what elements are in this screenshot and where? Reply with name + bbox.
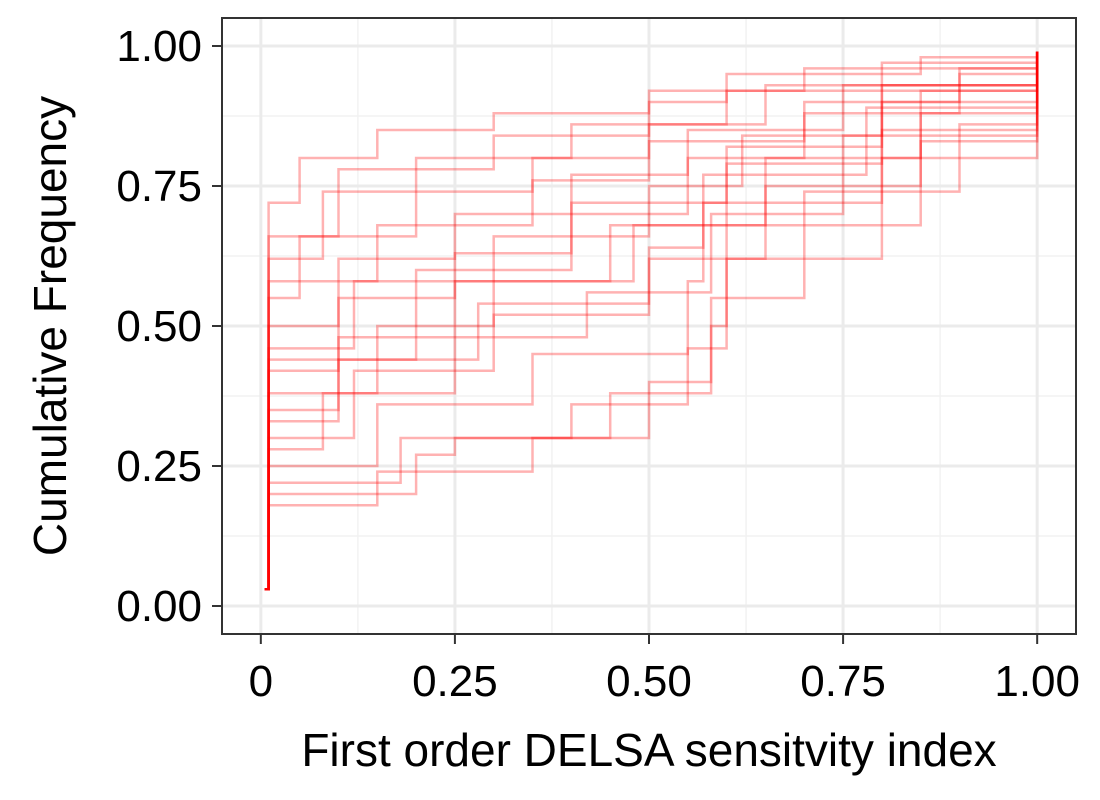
series-layer [264,51,1039,591]
ecdf-series-line [264,51,1039,591]
ecdf-series-line [264,51,1039,591]
ecdf-series-line [264,51,1039,591]
y-tick-label: 1.00 [116,22,202,71]
ecdf-series-line [264,51,1039,591]
ticks-layer: 0 0.25 0.50 0.75 1.00 0.00 0.25 0.50 0.75 1.00 [116,22,1080,706]
y-tick-label: 0.00 [116,582,202,631]
ecdf-series-line [264,51,1039,591]
ecdf-series-line [264,51,1039,591]
ecdf-series-line [264,51,1039,591]
ecdf-series-line [264,51,1039,591]
y-axis-title: Cumulative Frequency [24,96,76,556]
x-axis-title: First order DELSA sensitvity index [301,724,996,776]
ecdf-series-line [264,51,1039,591]
ecdf-series-line [264,51,1039,591]
x-tick-label: 0.75 [800,657,886,706]
ecdf-series-line [264,51,1039,591]
x-tick-label: 0 [249,657,273,706]
grid-layer [222,18,1076,634]
y-tick-label: 0.25 [116,442,202,491]
y-tick-label: 0.75 [116,162,202,211]
ecdf-series-line [264,51,1039,591]
x-tick-label: 0.50 [606,657,692,706]
ecdf-series-line [264,51,1039,591]
ecdf-series-line [264,51,1039,591]
y-tick-label: 0.50 [116,302,202,351]
ecdf-series-line [264,51,1039,591]
ecdf-series-line [264,51,1039,591]
ecdf-series-line [264,51,1039,591]
ecdf-series-line [264,51,1039,591]
x-tick-label: 1.00 [994,657,1080,706]
x-tick-label: 0.25 [412,657,498,706]
